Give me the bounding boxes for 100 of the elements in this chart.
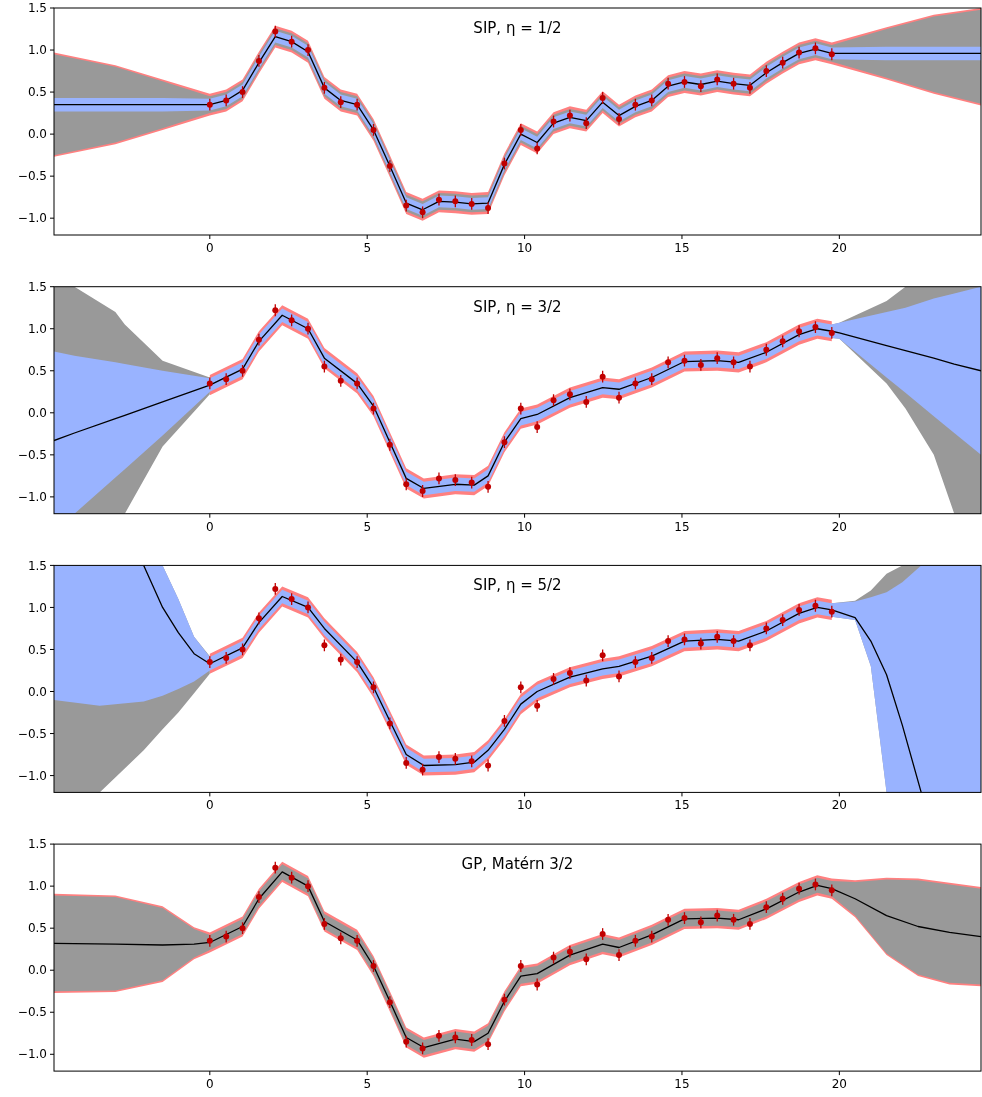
- point: [403, 202, 410, 209]
- x-tick-label: 0: [205, 241, 214, 255]
- point: [435, 754, 442, 761]
- point: [354, 937, 361, 944]
- point: [583, 398, 590, 405]
- point: [714, 76, 721, 83]
- point: [599, 94, 606, 101]
- point: [616, 673, 623, 680]
- point: [681, 915, 688, 922]
- point: [206, 659, 213, 666]
- point: [763, 904, 770, 911]
- x-tick-label: 20: [831, 519, 847, 534]
- point: [714, 355, 721, 362]
- point: [746, 363, 753, 370]
- point: [435, 196, 442, 203]
- point: [730, 916, 737, 923]
- point: [779, 338, 786, 345]
- y-tick-label: 1.5: [27, 279, 47, 294]
- point: [730, 359, 737, 366]
- point: [665, 359, 672, 366]
- point: [435, 475, 442, 482]
- point: [272, 28, 279, 35]
- point: [468, 200, 475, 207]
- x-tick-label: 15: [674, 241, 690, 255]
- y-tick-label: −1.0: [17, 490, 47, 505]
- point: [403, 759, 410, 766]
- y-tick-label: 1.5: [27, 558, 47, 573]
- text: SIP, η = 1/2: [473, 19, 562, 37]
- point: [796, 885, 803, 892]
- y-tick-label: −1.0: [17, 211, 47, 226]
- x-tick-label: 10: [516, 241, 533, 255]
- x-tick-label: 20: [831, 798, 847, 813]
- point: [272, 307, 279, 314]
- point: [321, 363, 328, 370]
- point: [452, 198, 459, 205]
- point: [288, 596, 295, 603]
- point: [354, 101, 361, 108]
- point: [517, 126, 524, 133]
- point: [239, 89, 246, 96]
- point: [255, 57, 262, 64]
- point: [255, 894, 262, 901]
- point: [370, 405, 377, 412]
- point: [812, 602, 819, 609]
- point: [763, 68, 770, 75]
- x-tick-label: 5: [363, 798, 372, 813]
- point: [779, 59, 786, 66]
- point: [321, 84, 328, 91]
- point: [697, 83, 704, 90]
- point: [763, 346, 770, 353]
- point: [223, 654, 230, 661]
- y-tick-label: 1.5: [27, 1, 47, 16]
- point: [714, 633, 721, 640]
- point: [828, 329, 835, 336]
- point: [599, 931, 606, 938]
- point: [403, 1038, 410, 1045]
- point: [632, 101, 639, 108]
- x-tick-label: 15: [674, 1077, 690, 1092]
- point: [828, 51, 835, 58]
- y-tick-label: 1.0: [27, 43, 47, 58]
- point: [239, 646, 246, 653]
- point: [534, 424, 541, 431]
- point: [632, 380, 639, 387]
- point: [550, 118, 557, 125]
- point: [468, 1036, 475, 1043]
- point: [501, 439, 508, 446]
- point: [550, 954, 557, 961]
- point: [305, 325, 312, 332]
- text: SIP, η = 5/2: [473, 576, 562, 595]
- point: [354, 659, 361, 666]
- point: [501, 160, 508, 167]
- point: [468, 479, 475, 486]
- point: [206, 380, 213, 387]
- point: [796, 328, 803, 335]
- point: [223, 97, 230, 104]
- text: GP, Matérn 3/2: [461, 855, 574, 874]
- point: [583, 956, 590, 963]
- point: [206, 101, 213, 108]
- point: [305, 604, 312, 611]
- point: [386, 999, 393, 1006]
- point: [648, 654, 655, 661]
- y-tick-label: 0.0: [27, 963, 47, 978]
- point: [468, 758, 475, 765]
- point: [534, 981, 541, 988]
- y-tick-label: −0.5: [17, 448, 47, 463]
- point: [452, 477, 459, 484]
- x-tick-label: 15: [674, 798, 690, 813]
- point: [435, 1032, 442, 1039]
- x-tick-label: 10: [516, 1077, 533, 1092]
- y-tick-label: 0.5: [27, 642, 47, 657]
- point: [386, 441, 393, 448]
- point: [828, 608, 835, 615]
- point: [648, 933, 655, 940]
- point: [566, 670, 573, 677]
- point: [796, 49, 803, 56]
- y-tick-label: 0.0: [27, 406, 47, 421]
- x-tick-label: 10: [516, 519, 533, 534]
- y-tick-label: −0.5: [17, 726, 47, 741]
- point: [370, 963, 377, 970]
- point: [812, 45, 819, 52]
- point: [566, 391, 573, 398]
